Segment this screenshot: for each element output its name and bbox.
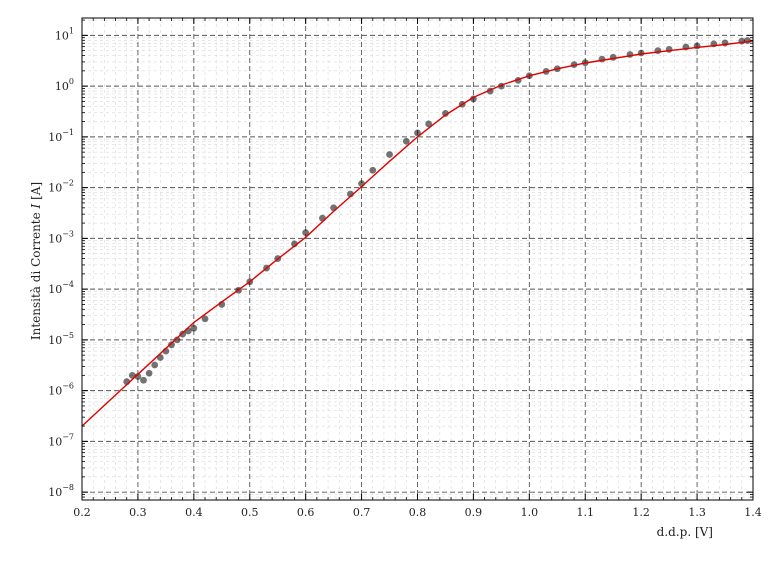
x-tick-label: 0.5 xyxy=(241,506,259,519)
data-point xyxy=(151,361,159,369)
data-points xyxy=(123,37,751,386)
x-tick-label: 0.9 xyxy=(465,506,483,519)
y-tick-label: 10−8 xyxy=(48,483,74,499)
y-axis-label-prefix: Intensità di Corrente xyxy=(29,208,43,340)
x-tick-label: 0.3 xyxy=(129,506,147,519)
data-point xyxy=(319,214,326,222)
x-tick-label: 0.6 xyxy=(297,506,315,519)
x-tick-label: 1.1 xyxy=(577,506,595,519)
x-tick-label: 1.4 xyxy=(744,506,762,519)
x-tick-label: 1.0 xyxy=(521,506,539,519)
y-tick-label: 10−5 xyxy=(48,331,74,347)
data-point xyxy=(665,45,673,53)
data-point xyxy=(744,37,751,44)
data-point xyxy=(168,341,175,349)
data-point xyxy=(414,129,421,137)
data-point xyxy=(145,369,153,377)
y-tick-label: 10−7 xyxy=(48,432,74,448)
data-point xyxy=(190,324,198,332)
y-tick-label: 10−4 xyxy=(48,280,74,296)
x-tick-label: 0.7 xyxy=(353,506,371,519)
y-tick-label: 10−2 xyxy=(48,179,74,195)
y-axis-label-symbol: I xyxy=(29,203,43,209)
data-point xyxy=(637,49,645,57)
x-tick-label: 0.2 xyxy=(73,506,91,519)
y-axis-label: Intensità di Corrente I [A] xyxy=(29,182,43,340)
data-point xyxy=(598,55,606,63)
y-axis-label-suffix: [A] xyxy=(29,182,43,204)
y-tick-label: 10−1 xyxy=(48,128,74,144)
data-point xyxy=(425,120,433,128)
x-axis-label: d.d.p. [V] xyxy=(657,525,713,539)
data-point xyxy=(134,373,142,380)
data-point xyxy=(140,376,147,384)
data-point xyxy=(386,151,393,158)
data-point xyxy=(330,204,338,212)
data-point xyxy=(654,47,662,55)
data-point xyxy=(402,137,410,145)
fit-curve xyxy=(81,40,754,427)
x-tick-label: 0.4 xyxy=(185,506,203,519)
fit-curve-layer xyxy=(81,40,754,427)
x-tick-label: 1.2 xyxy=(632,506,650,519)
data-point xyxy=(173,336,181,344)
data-point xyxy=(369,166,377,174)
tick-layer: 0.2 0.3 0.4 0.5 0.6 0.7 0.8 0.9 1.0 1.1 1.2 1.3 1.4 1… xyxy=(48,18,762,519)
y-tick-label: 100 xyxy=(55,77,74,93)
data-point xyxy=(302,229,310,237)
data-point xyxy=(609,53,617,61)
data-point xyxy=(442,110,449,117)
y-tick-label: 10−6 xyxy=(48,382,74,398)
y-tick-label: 10−3 xyxy=(48,229,74,245)
y-tick-label: 101 xyxy=(55,26,74,42)
data-point xyxy=(201,315,209,323)
x-tick-label: 0.8 xyxy=(409,506,427,519)
grid-layer xyxy=(82,18,753,501)
x-tick-label: 1.3 xyxy=(688,506,706,519)
data-point xyxy=(179,330,187,338)
